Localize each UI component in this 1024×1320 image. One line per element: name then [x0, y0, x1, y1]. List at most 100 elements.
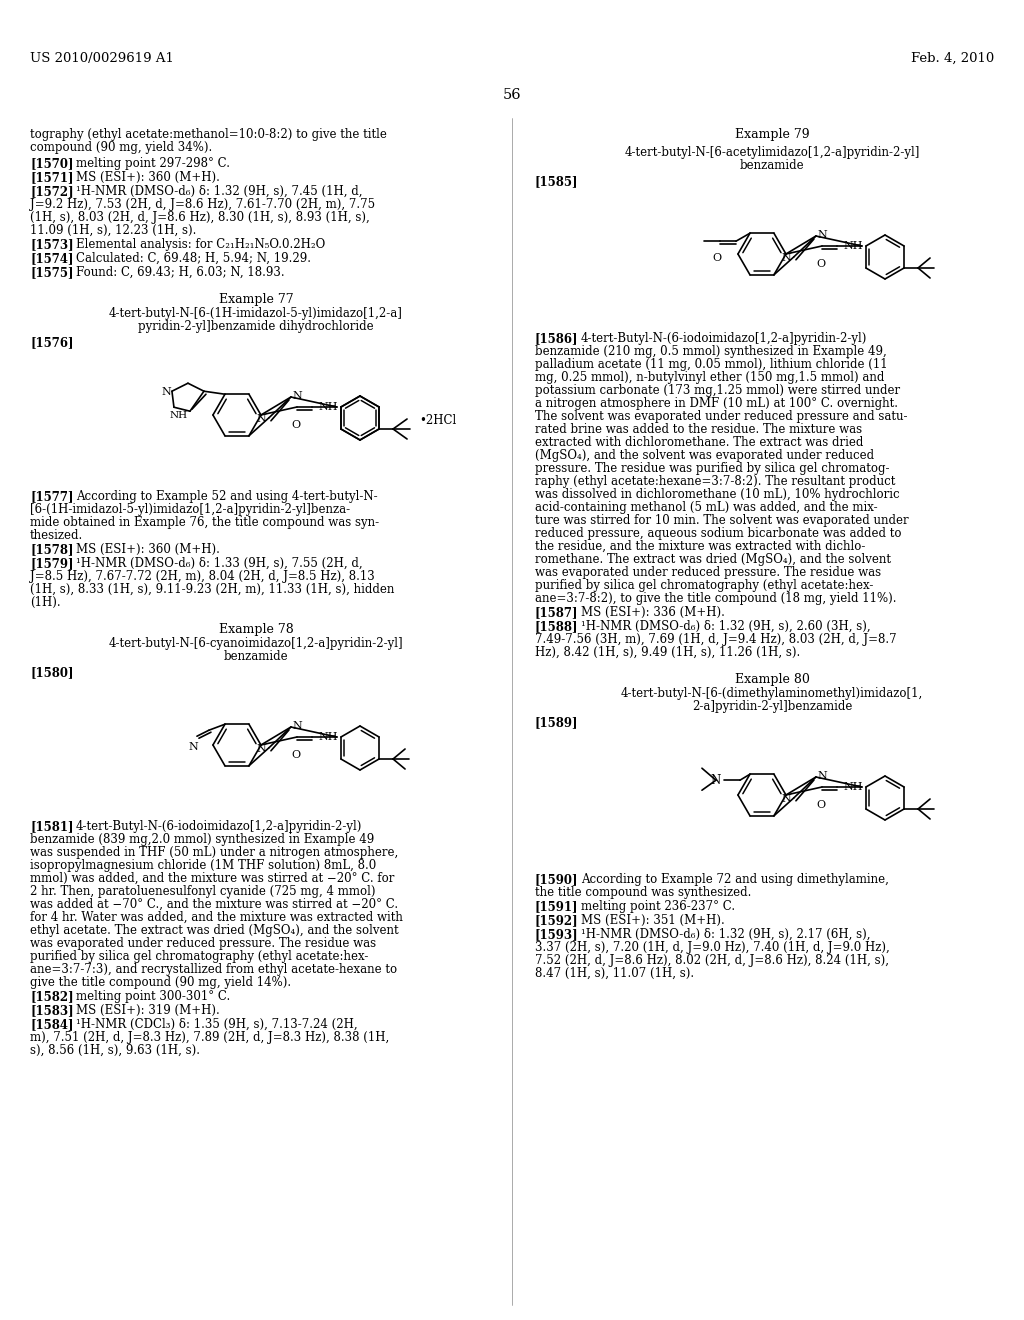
Text: (MgSO₄), and the solvent was evaporated under reduced: (MgSO₄), and the solvent was evaporated …: [535, 449, 874, 462]
Text: 4-tert-butyl-N-[6-(1H-imidazol-5-yl)imidazo[1,2-a]: 4-tert-butyl-N-[6-(1H-imidazol-5-yl)imid…: [110, 308, 402, 319]
Text: [1579]: [1579]: [30, 557, 74, 570]
Text: MS (ESI+): 319 (M+H).: MS (ESI+): 319 (M+H).: [76, 1005, 220, 1016]
Text: [6-(1H-imidazol-5-yl)imidazo[1,2-a]pyridin-2-yl]benza-: [6-(1H-imidazol-5-yl)imidazo[1,2-a]pyrid…: [30, 503, 350, 516]
Text: [1571]: [1571]: [30, 172, 74, 183]
Text: the title compound was synthesized.: the title compound was synthesized.: [535, 886, 752, 899]
Text: MS (ESI+): 336 (M+H).: MS (ESI+): 336 (M+H).: [581, 606, 725, 619]
Text: was dissolved in dichloromethane (10 mL), 10% hydrochloric: was dissolved in dichloromethane (10 mL)…: [535, 488, 900, 502]
Text: Example 80: Example 80: [734, 673, 809, 686]
Text: was evaporated under reduced pressure. The residue was: was evaporated under reduced pressure. T…: [535, 566, 881, 579]
Text: (1H, s), 8.03 (2H, d, J=8.6 Hz), 8.30 (1H, s), 8.93 (1H, s),: (1H, s), 8.03 (2H, d, J=8.6 Hz), 8.30 (1…: [30, 211, 370, 224]
Text: N: N: [818, 230, 827, 240]
Text: MS (ESI+): 351 (M+H).: MS (ESI+): 351 (M+H).: [581, 913, 725, 927]
Text: ¹H-NMR (DMSO-d₆) δ: 1.32 (9H, s), 2.60 (3H, s),: ¹H-NMR (DMSO-d₆) δ: 1.32 (9H, s), 2.60 (…: [581, 620, 870, 634]
Text: N: N: [782, 793, 792, 804]
Text: rated brine was added to the residue. The mixture was: rated brine was added to the residue. Th…: [535, 422, 862, 436]
Text: [1589]: [1589]: [535, 715, 579, 729]
Text: [1583]: [1583]: [30, 1005, 74, 1016]
Text: reduced pressure, aqueous sodium bicarbonate was added to: reduced pressure, aqueous sodium bicarbo…: [535, 527, 901, 540]
Text: was added at −70° C., and the mixture was stirred at −20° C.: was added at −70° C., and the mixture wa…: [30, 898, 398, 911]
Text: O: O: [816, 259, 825, 269]
Text: ¹H-NMR (DMSO-d₆) δ: 1.33 (9H, s), 7.55 (2H, d,: ¹H-NMR (DMSO-d₆) δ: 1.33 (9H, s), 7.55 (…: [76, 557, 362, 570]
Text: isopropylmagnesium chloride (1M THF solution) 8mL, 8.0: isopropylmagnesium chloride (1M THF solu…: [30, 859, 376, 873]
Text: 4-tert-Butyl-N-(6-iodoimidazo[1,2-a]pyridin-2-yl): 4-tert-Butyl-N-(6-iodoimidazo[1,2-a]pyri…: [76, 820, 362, 833]
Text: Example 77: Example 77: [219, 293, 293, 306]
Text: [1576]: [1576]: [30, 337, 74, 348]
Text: 4-tert-butyl-N-[6-(dimethylaminomethyl)imidazo[1,: 4-tert-butyl-N-[6-(dimethylaminomethyl)i…: [621, 686, 923, 700]
Text: acid-containing methanol (5 mL) was added, and the mix-: acid-containing methanol (5 mL) was adde…: [535, 502, 878, 513]
Text: was evaporated under reduced pressure. The residue was: was evaporated under reduced pressure. T…: [30, 937, 376, 950]
Text: melting point 236-237° C.: melting point 236-237° C.: [581, 900, 735, 913]
Text: mg, 0.25 mmol), n-butylvinyl ether (150 mg,1.5 mmol) and: mg, 0.25 mmol), n-butylvinyl ether (150 …: [535, 371, 885, 384]
Text: pressure. The residue was purified by silica gel chromatog-: pressure. The residue was purified by si…: [535, 462, 890, 475]
Text: [1574]: [1574]: [30, 252, 74, 265]
Text: [1575]: [1575]: [30, 267, 74, 279]
Text: N: N: [710, 775, 720, 787]
Text: ¹H-NMR (DMSO-d₆) δ: 1.32 (9H, s), 7.45 (1H, d,: ¹H-NMR (DMSO-d₆) δ: 1.32 (9H, s), 7.45 (…: [76, 185, 362, 198]
Text: 4-tert-Butyl-N-(6-iodoimidazo[1,2-a]pyridin-2-yl): 4-tert-Butyl-N-(6-iodoimidazo[1,2-a]pyri…: [581, 333, 867, 345]
Text: compound (90 mg, yield 34%).: compound (90 mg, yield 34%).: [30, 141, 212, 154]
Text: N: N: [818, 771, 827, 781]
Text: melting point 297-298° C.: melting point 297-298° C.: [76, 157, 230, 170]
Text: [1577]: [1577]: [30, 490, 74, 503]
Text: 8.47 (1H, s), 11.07 (1H, s).: 8.47 (1H, s), 11.07 (1H, s).: [535, 968, 694, 979]
Text: tography (ethyl acetate:methanol=10:0-8:2) to give the title: tography (ethyl acetate:methanol=10:0-8:…: [30, 128, 387, 141]
Text: [1591]: [1591]: [535, 900, 579, 913]
Text: [1581]: [1581]: [30, 820, 74, 833]
Text: N: N: [162, 387, 172, 397]
Text: melting point 300-301° C.: melting point 300-301° C.: [76, 990, 230, 1003]
Text: benzamide: benzamide: [223, 649, 289, 663]
Text: N: N: [257, 743, 266, 754]
Text: The solvent was evaporated under reduced pressure and satu-: The solvent was evaporated under reduced…: [535, 411, 907, 422]
Text: 2 hr. Then, paratoluenesulfonyl cyanide (725 mg, 4 mmol): 2 hr. Then, paratoluenesulfonyl cyanide …: [30, 884, 376, 898]
Text: 2-a]pyridin-2-yl]benzamide: 2-a]pyridin-2-yl]benzamide: [692, 700, 852, 713]
Text: NH: NH: [170, 412, 188, 420]
Text: [1582]: [1582]: [30, 990, 74, 1003]
Text: [1586]: [1586]: [535, 333, 579, 345]
Text: [1588]: [1588]: [535, 620, 579, 634]
Text: [1578]: [1578]: [30, 543, 74, 556]
Text: [1590]: [1590]: [535, 873, 579, 886]
Text: purified by silica gel chromatography (ethyl acetate:hex-: purified by silica gel chromatography (e…: [535, 579, 873, 591]
Text: s), 8.56 (1H, s), 9.63 (1H, s).: s), 8.56 (1H, s), 9.63 (1H, s).: [30, 1044, 200, 1057]
Text: 4-tert-butyl-N-[6-acetylimidazo[1,2-a]pyridin-2-yl]: 4-tert-butyl-N-[6-acetylimidazo[1,2-a]py…: [625, 147, 920, 158]
Text: O: O: [291, 420, 300, 430]
Text: [1592]: [1592]: [535, 913, 579, 927]
Text: Hz), 8.42 (1H, s), 9.49 (1H, s), 11.26 (1H, s).: Hz), 8.42 (1H, s), 9.49 (1H, s), 11.26 (…: [535, 645, 800, 659]
Text: N: N: [782, 253, 792, 263]
Text: ¹H-NMR (CDCl₃) δ: 1.35 (9H, s), 7.13-7.24 (2H,: ¹H-NMR (CDCl₃) δ: 1.35 (9H, s), 7.13-7.2…: [76, 1018, 357, 1031]
Text: potassium carbonate (173 mg,1.25 mmol) were stirred under: potassium carbonate (173 mg,1.25 mmol) w…: [535, 384, 900, 397]
Text: purified by silica gel chromatography (ethyl acetate:hex-: purified by silica gel chromatography (e…: [30, 950, 369, 964]
Text: a nitrogen atmosphere in DMF (10 mL) at 100° C. overnight.: a nitrogen atmosphere in DMF (10 mL) at …: [535, 397, 898, 411]
Text: O: O: [291, 750, 300, 760]
Text: pyridin-2-yl]benzamide dihydrochloride: pyridin-2-yl]benzamide dihydrochloride: [138, 319, 374, 333]
Text: According to Example 72 and using dimethylamine,: According to Example 72 and using dimeth…: [581, 873, 889, 886]
Text: [1572]: [1572]: [30, 185, 74, 198]
Text: ¹H-NMR (DMSO-d₆) δ: 1.32 (9H, s), 2.17 (6H, s),: ¹H-NMR (DMSO-d₆) δ: 1.32 (9H, s), 2.17 (…: [581, 928, 870, 941]
Text: Found: C, 69.43; H, 6.03; N, 18.93.: Found: C, 69.43; H, 6.03; N, 18.93.: [76, 267, 285, 279]
Text: mide obtained in Example 76, the title compound was syn-: mide obtained in Example 76, the title c…: [30, 516, 379, 529]
Text: 56: 56: [503, 88, 521, 102]
Text: give the title compound (90 mg, yield 14%).: give the title compound (90 mg, yield 14…: [30, 975, 291, 989]
Text: m), 7.51 (2H, d, J=8.3 Hz), 7.89 (2H, d, J=8.3 Hz), 8.38 (1H,: m), 7.51 (2H, d, J=8.3 Hz), 7.89 (2H, d,…: [30, 1031, 389, 1044]
Text: Calculated: C, 69.48; H, 5.94; N, 19.29.: Calculated: C, 69.48; H, 5.94; N, 19.29.: [76, 252, 311, 265]
Text: N: N: [189, 742, 199, 752]
Text: [1585]: [1585]: [535, 176, 579, 187]
Text: was suspended in THF (50 mL) under a nitrogen atmosphere,: was suspended in THF (50 mL) under a nit…: [30, 846, 398, 859]
Text: Example 78: Example 78: [219, 623, 293, 636]
Text: romethane. The extract was dried (MgSO₄), and the solvent: romethane. The extract was dried (MgSO₄)…: [535, 553, 891, 566]
Text: 3.37 (2H, s), 7.20 (1H, d, J=9.0 Hz), 7.40 (1H, d, J=9.0 Hz),: 3.37 (2H, s), 7.20 (1H, d, J=9.0 Hz), 7.…: [535, 941, 890, 954]
Text: raphy (ethyl acetate:hexane=3:7-8:2). The resultant product: raphy (ethyl acetate:hexane=3:7-8:2). Th…: [535, 475, 895, 488]
Text: 11.09 (1H, s), 12.23 (1H, s).: 11.09 (1H, s), 12.23 (1H, s).: [30, 224, 197, 238]
Text: [1570]: [1570]: [30, 157, 74, 170]
Text: J=9.2 Hz), 7.53 (2H, d, J=8.6 Hz), 7.61-7.70 (2H, m), 7.75: J=9.2 Hz), 7.53 (2H, d, J=8.6 Hz), 7.61-…: [30, 198, 375, 211]
Text: extracted with dichloromethane. The extract was dried: extracted with dichloromethane. The extr…: [535, 436, 863, 449]
Text: NH: NH: [844, 781, 863, 792]
Text: for 4 hr. Water was added, and the mixture was extracted with: for 4 hr. Water was added, and the mixtu…: [30, 911, 402, 924]
Text: US 2010/0029619 A1: US 2010/0029619 A1: [30, 51, 174, 65]
Text: NH: NH: [844, 242, 863, 251]
Text: ane=3:7-7:3), and recrystallized from ethyl acetate-hexane to: ane=3:7-7:3), and recrystallized from et…: [30, 964, 397, 975]
Text: Example 79: Example 79: [734, 128, 809, 141]
Text: (1H, s), 8.33 (1H, s), 9.11-9.23 (2H, m), 11.33 (1H, s), hidden: (1H, s), 8.33 (1H, s), 9.11-9.23 (2H, m)…: [30, 583, 394, 597]
Text: palladium acetate (11 mg, 0.05 mmol), lithium chloride (11: palladium acetate (11 mg, 0.05 mmol), li…: [535, 358, 888, 371]
